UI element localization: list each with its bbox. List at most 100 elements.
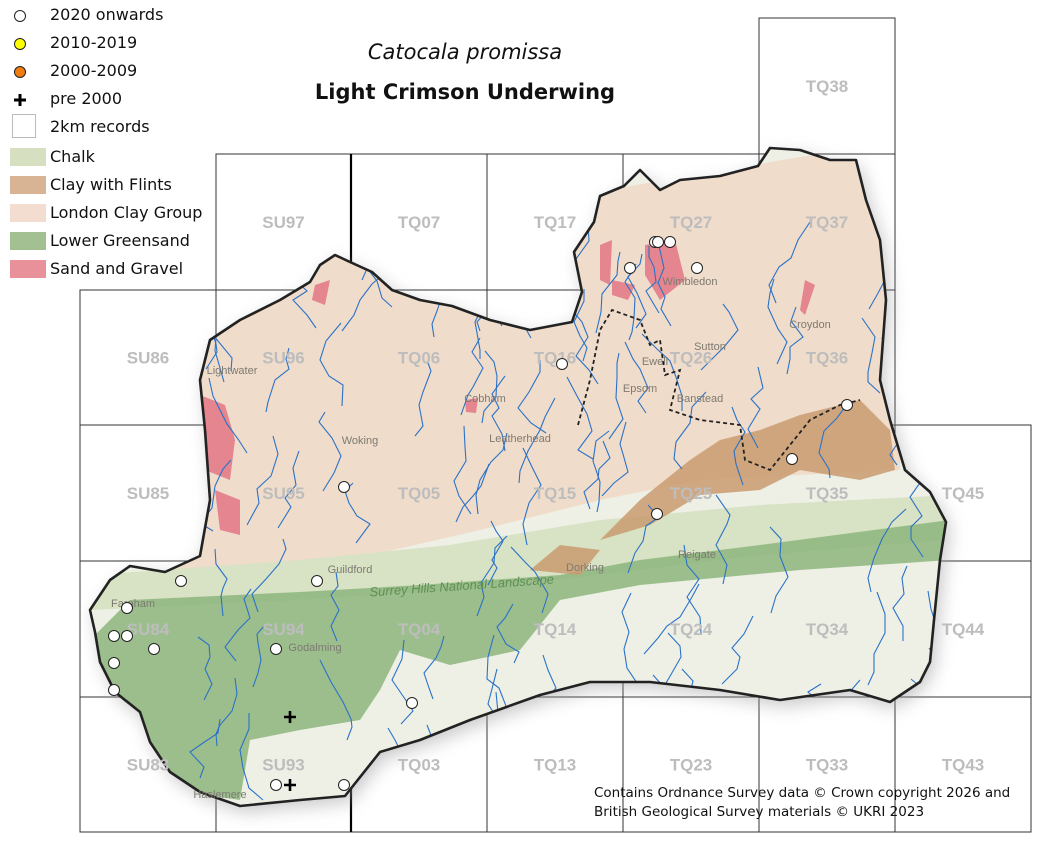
river [476,535,508,617]
record-2020-onwards-su84[interactable] [175,575,187,587]
river [571,309,599,385]
fill-swatch [10,176,46,194]
river [453,425,472,515]
place-label-sutton: Sutton [694,341,726,353]
river [566,376,594,460]
place-label-croydon: Croydon [789,319,831,331]
record-2020-onwards-su84[interactable] [121,630,133,642]
record-2020-onwards-su95[interactable] [338,481,350,493]
river [460,337,484,416]
legend-label: Chalk [50,147,95,166]
fill-swatch [10,232,46,250]
river [479,779,506,806]
grid-label: SU94 [262,620,305,639]
record-2020-onwards-su93[interactable] [338,779,350,791]
record-2020-onwards-tq03[interactable] [406,697,418,709]
river [769,526,789,614]
grid-label: TQ07 [398,213,441,232]
attribution-line-2: British Geological Survey materials © UK… [594,804,925,820]
river [481,350,498,424]
grid-label: TQ45 [942,484,985,503]
river [592,430,610,513]
record-2020-onwards-su94[interactable] [270,643,282,655]
river [265,347,290,413]
legend-item: Sand and Gravel [10,258,202,286]
place-label-wimbledon: Wimbledon [662,276,717,288]
place-label-cobham: Cobham [464,393,506,405]
record-2020-onwards-tq25[interactable] [651,508,663,520]
river [657,245,672,327]
river [818,406,846,479]
grid-label: TQ35 [806,484,849,503]
grid-label: SU83 [127,756,170,775]
record-2020-onwards-tq27[interactable] [664,236,676,248]
river [673,391,707,470]
river [460,756,487,806]
legend-item: 2020 onwards [10,4,202,32]
river [496,603,520,664]
record-2020-onwards-su84[interactable] [121,602,133,614]
grid-label: TQ34 [806,620,849,639]
legend-label: 2020 onwards [50,5,164,24]
legend-label: 2010-2019 [50,33,138,52]
place-label-farnham: Farnham [111,598,155,610]
river [128,420,144,488]
river [608,352,624,440]
record-2020-onwards-tq27[interactable] [624,262,636,274]
record-2020-onwards-su84[interactable] [108,684,120,696]
circle-marker-icon [14,38,26,50]
record-2020-onwards-su94[interactable] [311,575,323,587]
river [197,636,213,701]
river [645,246,660,314]
grid-label: SU84 [127,620,170,639]
river [189,718,221,779]
river [583,440,611,510]
record-pre-2000-su93[interactable] [284,779,296,791]
record-2020-onwards-tq35[interactable] [786,453,798,465]
record-2020-onwards-tq27[interactable] [691,262,703,274]
legend-item: 2000-2009 [10,60,202,88]
place-label-dorking: Dorking [566,562,604,574]
river [518,397,556,484]
river [239,713,264,801]
record-2020-onwards-su84[interactable] [148,643,160,655]
record-2020-onwards-tq16[interactable] [556,358,568,370]
river [522,447,542,546]
grid-label: TQ17 [534,213,577,232]
legend-item: Clay with Flints [10,174,202,202]
record-2020-onwards-su84[interactable] [108,657,120,669]
legend-label: Clay with Flints [50,175,172,194]
river [601,421,629,497]
grid-label: TQ25 [670,484,713,503]
legend-item: Chalk [10,146,202,174]
place-label-ewell: Ewell [642,356,668,368]
river [861,317,881,394]
record-2020-onwards-tq36[interactable] [841,399,853,411]
record-2020-onwards-tq27[interactable] [652,236,664,248]
record-2020-onwards-su84[interactable] [108,630,120,642]
river [867,591,886,686]
grid-label: TQ36 [806,349,849,368]
grid-label: TQ37 [806,213,849,232]
river [330,571,340,642]
river [319,322,344,407]
fill-swatch [10,260,46,278]
place-label-epsom: Epsom [623,383,657,395]
river [252,624,266,688]
legend-item: 2km records [10,114,202,146]
grid-label: TQ27 [670,213,713,232]
grid-label: TQ38 [806,77,849,96]
river [786,306,804,375]
river [466,722,482,798]
legend-item: 2010-2019 [10,32,202,60]
river [491,375,506,452]
record-pre-2000-su93[interactable] [284,711,296,723]
river [747,366,764,449]
river [391,639,414,725]
river [721,615,754,685]
river [488,205,501,276]
legend-label: London Clay Group [50,203,203,222]
record-2020-onwards-su93[interactable] [270,779,282,791]
river [246,435,279,526]
